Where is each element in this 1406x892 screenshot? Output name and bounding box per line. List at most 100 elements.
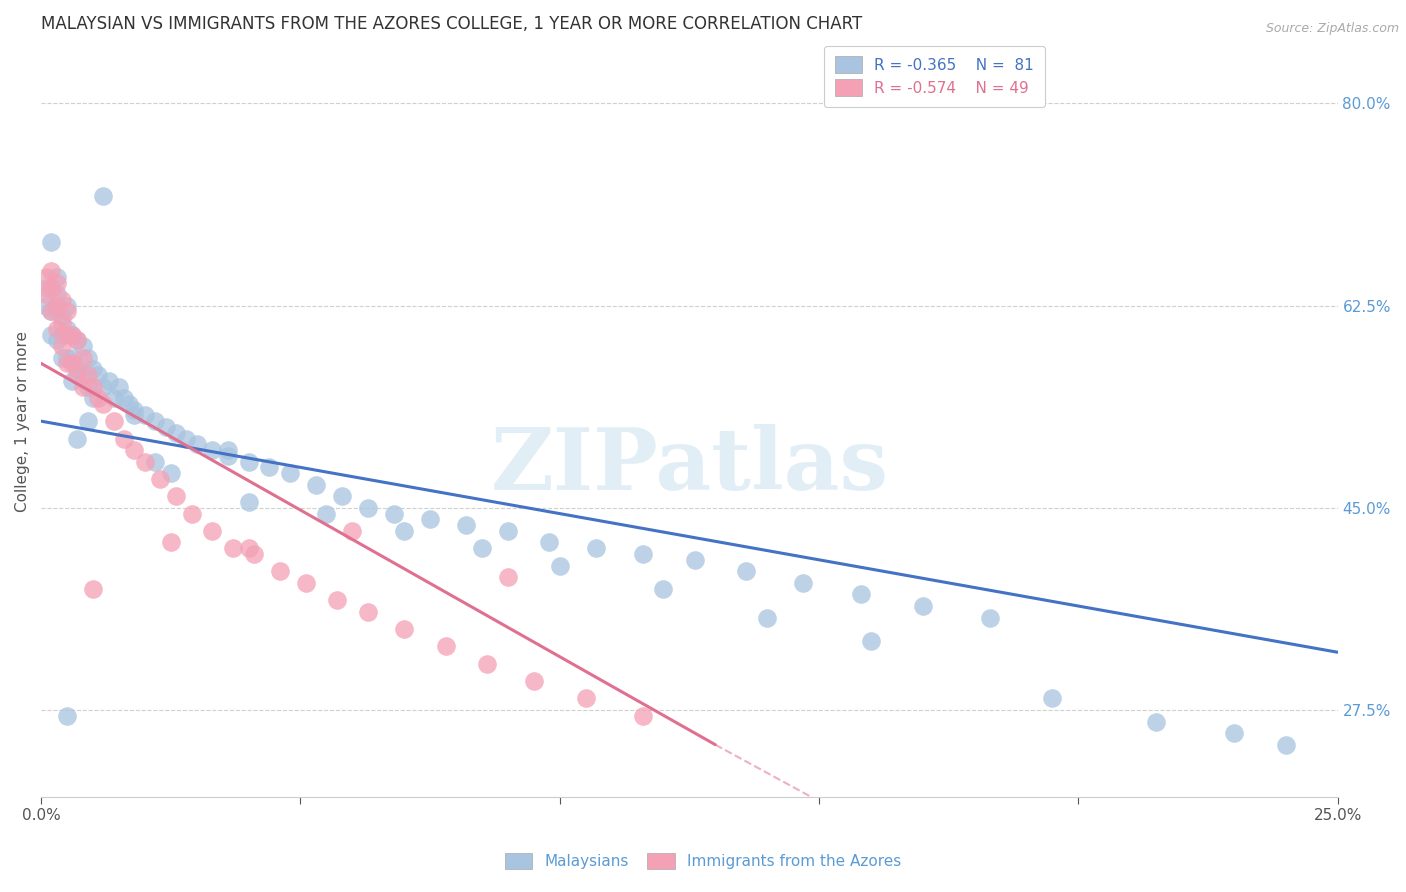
Point xyxy=(93,397,115,411)
Point xyxy=(631,708,654,723)
Point xyxy=(56,708,79,723)
Point xyxy=(1144,714,1167,729)
Point xyxy=(165,489,187,503)
Point xyxy=(35,269,58,284)
Point xyxy=(238,495,260,509)
Point xyxy=(108,379,131,393)
Point xyxy=(155,420,177,434)
Point xyxy=(45,269,67,284)
Point xyxy=(176,432,198,446)
Point xyxy=(72,339,94,353)
Point xyxy=(259,460,281,475)
Point xyxy=(217,443,239,458)
Point xyxy=(165,425,187,440)
Point xyxy=(849,587,872,601)
Point xyxy=(496,524,519,538)
Point xyxy=(41,235,63,249)
Point xyxy=(792,576,814,591)
Point xyxy=(56,322,79,336)
Point xyxy=(51,316,73,330)
Point xyxy=(315,507,337,521)
Y-axis label: College, 1 year or more: College, 1 year or more xyxy=(15,331,30,512)
Point xyxy=(41,304,63,318)
Point xyxy=(82,379,104,393)
Point xyxy=(82,582,104,596)
Point xyxy=(201,443,224,458)
Point xyxy=(222,541,245,556)
Point xyxy=(72,368,94,382)
Point xyxy=(45,304,67,318)
Point xyxy=(496,570,519,584)
Point xyxy=(35,281,58,295)
Point xyxy=(1223,726,1246,740)
Point xyxy=(357,605,380,619)
Text: ZIPatlas: ZIPatlas xyxy=(491,425,889,508)
Point xyxy=(201,524,224,538)
Point xyxy=(41,264,63,278)
Point xyxy=(979,610,1001,624)
Point xyxy=(456,518,478,533)
Point xyxy=(1042,691,1064,706)
Point xyxy=(756,610,779,624)
Point xyxy=(60,327,83,342)
Point xyxy=(82,362,104,376)
Legend: Malaysians, Immigrants from the Azores: Malaysians, Immigrants from the Azores xyxy=(494,842,912,880)
Point xyxy=(238,541,260,556)
Point xyxy=(548,558,571,573)
Point xyxy=(60,374,83,388)
Point xyxy=(60,351,83,365)
Point xyxy=(87,391,110,405)
Point xyxy=(149,472,172,486)
Point xyxy=(56,356,79,370)
Point xyxy=(124,402,146,417)
Point xyxy=(143,454,166,468)
Point xyxy=(76,368,98,382)
Point xyxy=(134,409,156,423)
Point xyxy=(631,547,654,561)
Point xyxy=(683,553,706,567)
Point xyxy=(475,657,498,671)
Point xyxy=(159,535,181,549)
Point xyxy=(159,466,181,480)
Point xyxy=(392,524,415,538)
Point xyxy=(471,541,494,556)
Point xyxy=(269,565,291,579)
Point xyxy=(76,351,98,365)
Point xyxy=(735,565,758,579)
Point xyxy=(134,454,156,468)
Point xyxy=(585,541,607,556)
Point xyxy=(143,414,166,428)
Point xyxy=(434,640,457,654)
Point xyxy=(35,299,58,313)
Point xyxy=(278,466,301,480)
Point xyxy=(575,691,598,706)
Point xyxy=(330,489,353,503)
Point xyxy=(382,507,405,521)
Point xyxy=(35,287,58,301)
Point xyxy=(45,287,67,301)
Point xyxy=(124,443,146,458)
Point xyxy=(112,432,135,446)
Point xyxy=(186,437,208,451)
Legend: R = -0.365    N =  81, R = -0.574    N = 49: R = -0.365 N = 81, R = -0.574 N = 49 xyxy=(824,45,1045,107)
Point xyxy=(911,599,934,613)
Point xyxy=(118,397,141,411)
Point xyxy=(103,391,125,405)
Point xyxy=(238,454,260,468)
Point xyxy=(112,391,135,405)
Point xyxy=(357,500,380,515)
Point xyxy=(103,414,125,428)
Point xyxy=(97,374,120,388)
Point xyxy=(66,333,89,347)
Point xyxy=(51,293,73,307)
Point xyxy=(538,535,561,549)
Point xyxy=(242,547,264,561)
Point xyxy=(523,674,546,689)
Point xyxy=(60,356,83,370)
Point xyxy=(56,304,79,318)
Point xyxy=(66,362,89,376)
Point xyxy=(45,299,67,313)
Point xyxy=(45,333,67,347)
Point xyxy=(419,512,441,526)
Point xyxy=(56,299,79,313)
